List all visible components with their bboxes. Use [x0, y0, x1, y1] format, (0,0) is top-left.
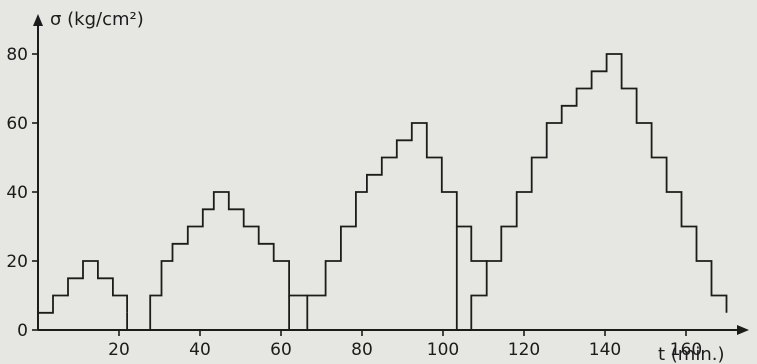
- series-line-2: [126, 191, 308, 331]
- y-axis-label: σ (kg/cm²): [50, 9, 144, 30]
- x-tick-label: 80: [351, 340, 373, 360]
- series-group: [37, 53, 728, 331]
- y-axis-arrow: [33, 14, 43, 26]
- y-tick-label: 40: [6, 183, 28, 203]
- x-tick-label: 40: [189, 340, 211, 360]
- axes: [33, 14, 749, 335]
- series-line-3: [288, 122, 488, 331]
- series-line-4: [455, 53, 728, 331]
- x-tick-label: 60: [270, 340, 292, 360]
- x-tick-label: 140: [589, 340, 621, 360]
- series-line-1: [37, 260, 128, 330]
- x-axis-label: t (min.): [658, 344, 725, 364]
- ticks: 20 40 60 80 100 120 140 160 0 20 40 60 80: [6, 45, 702, 360]
- y-tick-label: 0: [17, 321, 28, 341]
- x-axis-arrow: [737, 325, 749, 335]
- y-tick-label: 20: [6, 252, 28, 272]
- x-tick-label: 100: [427, 340, 459, 360]
- x-tick-label: 120: [508, 340, 540, 360]
- x-tick-label: 160: [670, 340, 702, 360]
- y-tick-label: 60: [6, 114, 28, 134]
- y-tick-label: 80: [6, 45, 28, 65]
- x-tick-label: 20: [108, 340, 130, 360]
